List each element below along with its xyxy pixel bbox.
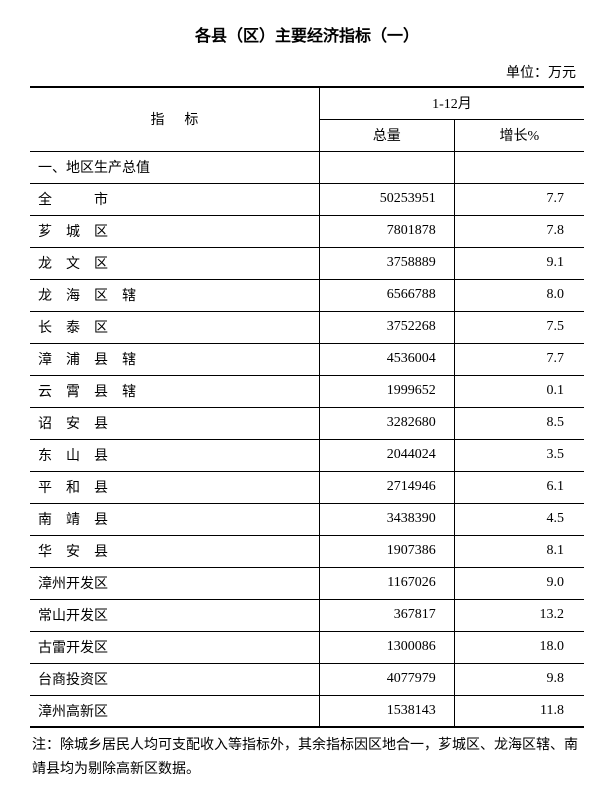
- indicator-cell: 长 泰 区: [30, 311, 319, 343]
- table-row: 平 和 县27149466.1: [30, 471, 584, 503]
- table-row: 龙 文 区37588899.1: [30, 247, 584, 279]
- table-row: 漳州开发区11670269.0: [30, 567, 584, 599]
- table-row: 芗 城 区78018787.8: [30, 215, 584, 247]
- indicator-cell: 平 和 县: [30, 471, 319, 503]
- table-row: 云 霄 县 辖19996520.1: [30, 375, 584, 407]
- header-growth: 增长%: [454, 119, 584, 151]
- total-cell: 1300086: [319, 631, 454, 663]
- growth-cell: 9.1: [454, 247, 584, 279]
- indicator-cell: 诏 安 县: [30, 407, 319, 439]
- header-indicator: 指标: [30, 87, 319, 151]
- indicator-cell: 南 靖 县: [30, 503, 319, 535]
- total-cell: 7801878: [319, 215, 454, 247]
- growth-cell: 7.5: [454, 311, 584, 343]
- growth-cell: 8.5: [454, 407, 584, 439]
- total-cell: 3438390: [319, 503, 454, 535]
- total-cell: 4536004: [319, 343, 454, 375]
- indicator-cell: 芗 城 区: [30, 215, 319, 247]
- table-row: 南 靖 县34383904.5: [30, 503, 584, 535]
- total-cell: 6566788: [319, 279, 454, 311]
- section-total: [319, 151, 454, 183]
- table-row: 东 山 县20440243.5: [30, 439, 584, 471]
- growth-cell: 7.7: [454, 183, 584, 215]
- growth-cell: 3.5: [454, 439, 584, 471]
- growth-cell: 13.2: [454, 599, 584, 631]
- indicator-cell: 常山开发区: [30, 599, 319, 631]
- data-table: 指标 1-12月 总量 增长% 一、地区生产总值 全 市502539517.7芗…: [30, 86, 584, 728]
- indicator-cell: 台商投资区: [30, 663, 319, 695]
- section-header-cell: 一、地区生产总值: [30, 151, 319, 183]
- total-cell: 50253951: [319, 183, 454, 215]
- indicator-cell: 龙 文 区: [30, 247, 319, 279]
- indicator-cell: 华 安 县: [30, 535, 319, 567]
- table-row: 漳 浦 县 辖45360047.7: [30, 343, 584, 375]
- table-row: 常山开发区36781713.2: [30, 599, 584, 631]
- table-row: 古雷开发区130008618.0: [30, 631, 584, 663]
- indicator-cell: 漳州开发区: [30, 567, 319, 599]
- growth-cell: 9.8: [454, 663, 584, 695]
- section-header-row: 一、地区生产总值: [30, 151, 584, 183]
- indicator-cell: 龙 海 区 辖: [30, 279, 319, 311]
- growth-cell: 6.1: [454, 471, 584, 503]
- total-cell: 3758889: [319, 247, 454, 279]
- growth-cell: 7.8: [454, 215, 584, 247]
- table-row: 华 安 县19073868.1: [30, 535, 584, 567]
- total-cell: 367817: [319, 599, 454, 631]
- growth-cell: 8.1: [454, 535, 584, 567]
- table-row: 全 市502539517.7: [30, 183, 584, 215]
- section-growth: [454, 151, 584, 183]
- header-period: 1-12月: [319, 87, 584, 119]
- table-row: 长 泰 区37522687.5: [30, 311, 584, 343]
- table-row: 龙 海 区 辖65667888.0: [30, 279, 584, 311]
- total-cell: 1538143: [319, 695, 454, 727]
- indicator-cell: 漳州高新区: [30, 695, 319, 727]
- table-note: 注：除城乡居民人均可支配收入等指标外，其余指标因区地合一，芗城区、龙海区辖、南靖…: [30, 734, 584, 782]
- page-title: 各县（区）主要经济指标（一）: [30, 22, 584, 46]
- indicator-cell: 东 山 县: [30, 439, 319, 471]
- total-cell: 3752268: [319, 311, 454, 343]
- total-cell: 3282680: [319, 407, 454, 439]
- table-row: 诏 安 县32826808.5: [30, 407, 584, 439]
- growth-cell: 4.5: [454, 503, 584, 535]
- indicator-cell: 云 霄 县 辖: [30, 375, 319, 407]
- growth-cell: 0.1: [454, 375, 584, 407]
- total-cell: 1167026: [319, 567, 454, 599]
- growth-cell: 7.7: [454, 343, 584, 375]
- table-row: 台商投资区40779799.8: [30, 663, 584, 695]
- total-cell: 2714946: [319, 471, 454, 503]
- indicator-cell: 漳 浦 县 辖: [30, 343, 319, 375]
- growth-cell: 11.8: [454, 695, 584, 727]
- growth-cell: 8.0: [454, 279, 584, 311]
- total-cell: 2044024: [319, 439, 454, 471]
- table-row: 漳州高新区153814311.8: [30, 695, 584, 727]
- indicator-cell: 古雷开发区: [30, 631, 319, 663]
- growth-cell: 18.0: [454, 631, 584, 663]
- indicator-cell: 全 市: [30, 183, 319, 215]
- total-cell: 1907386: [319, 535, 454, 567]
- header-total: 总量: [319, 119, 454, 151]
- total-cell: 1999652: [319, 375, 454, 407]
- unit-label: 单位：万元: [30, 62, 584, 82]
- total-cell: 4077979: [319, 663, 454, 695]
- growth-cell: 9.0: [454, 567, 584, 599]
